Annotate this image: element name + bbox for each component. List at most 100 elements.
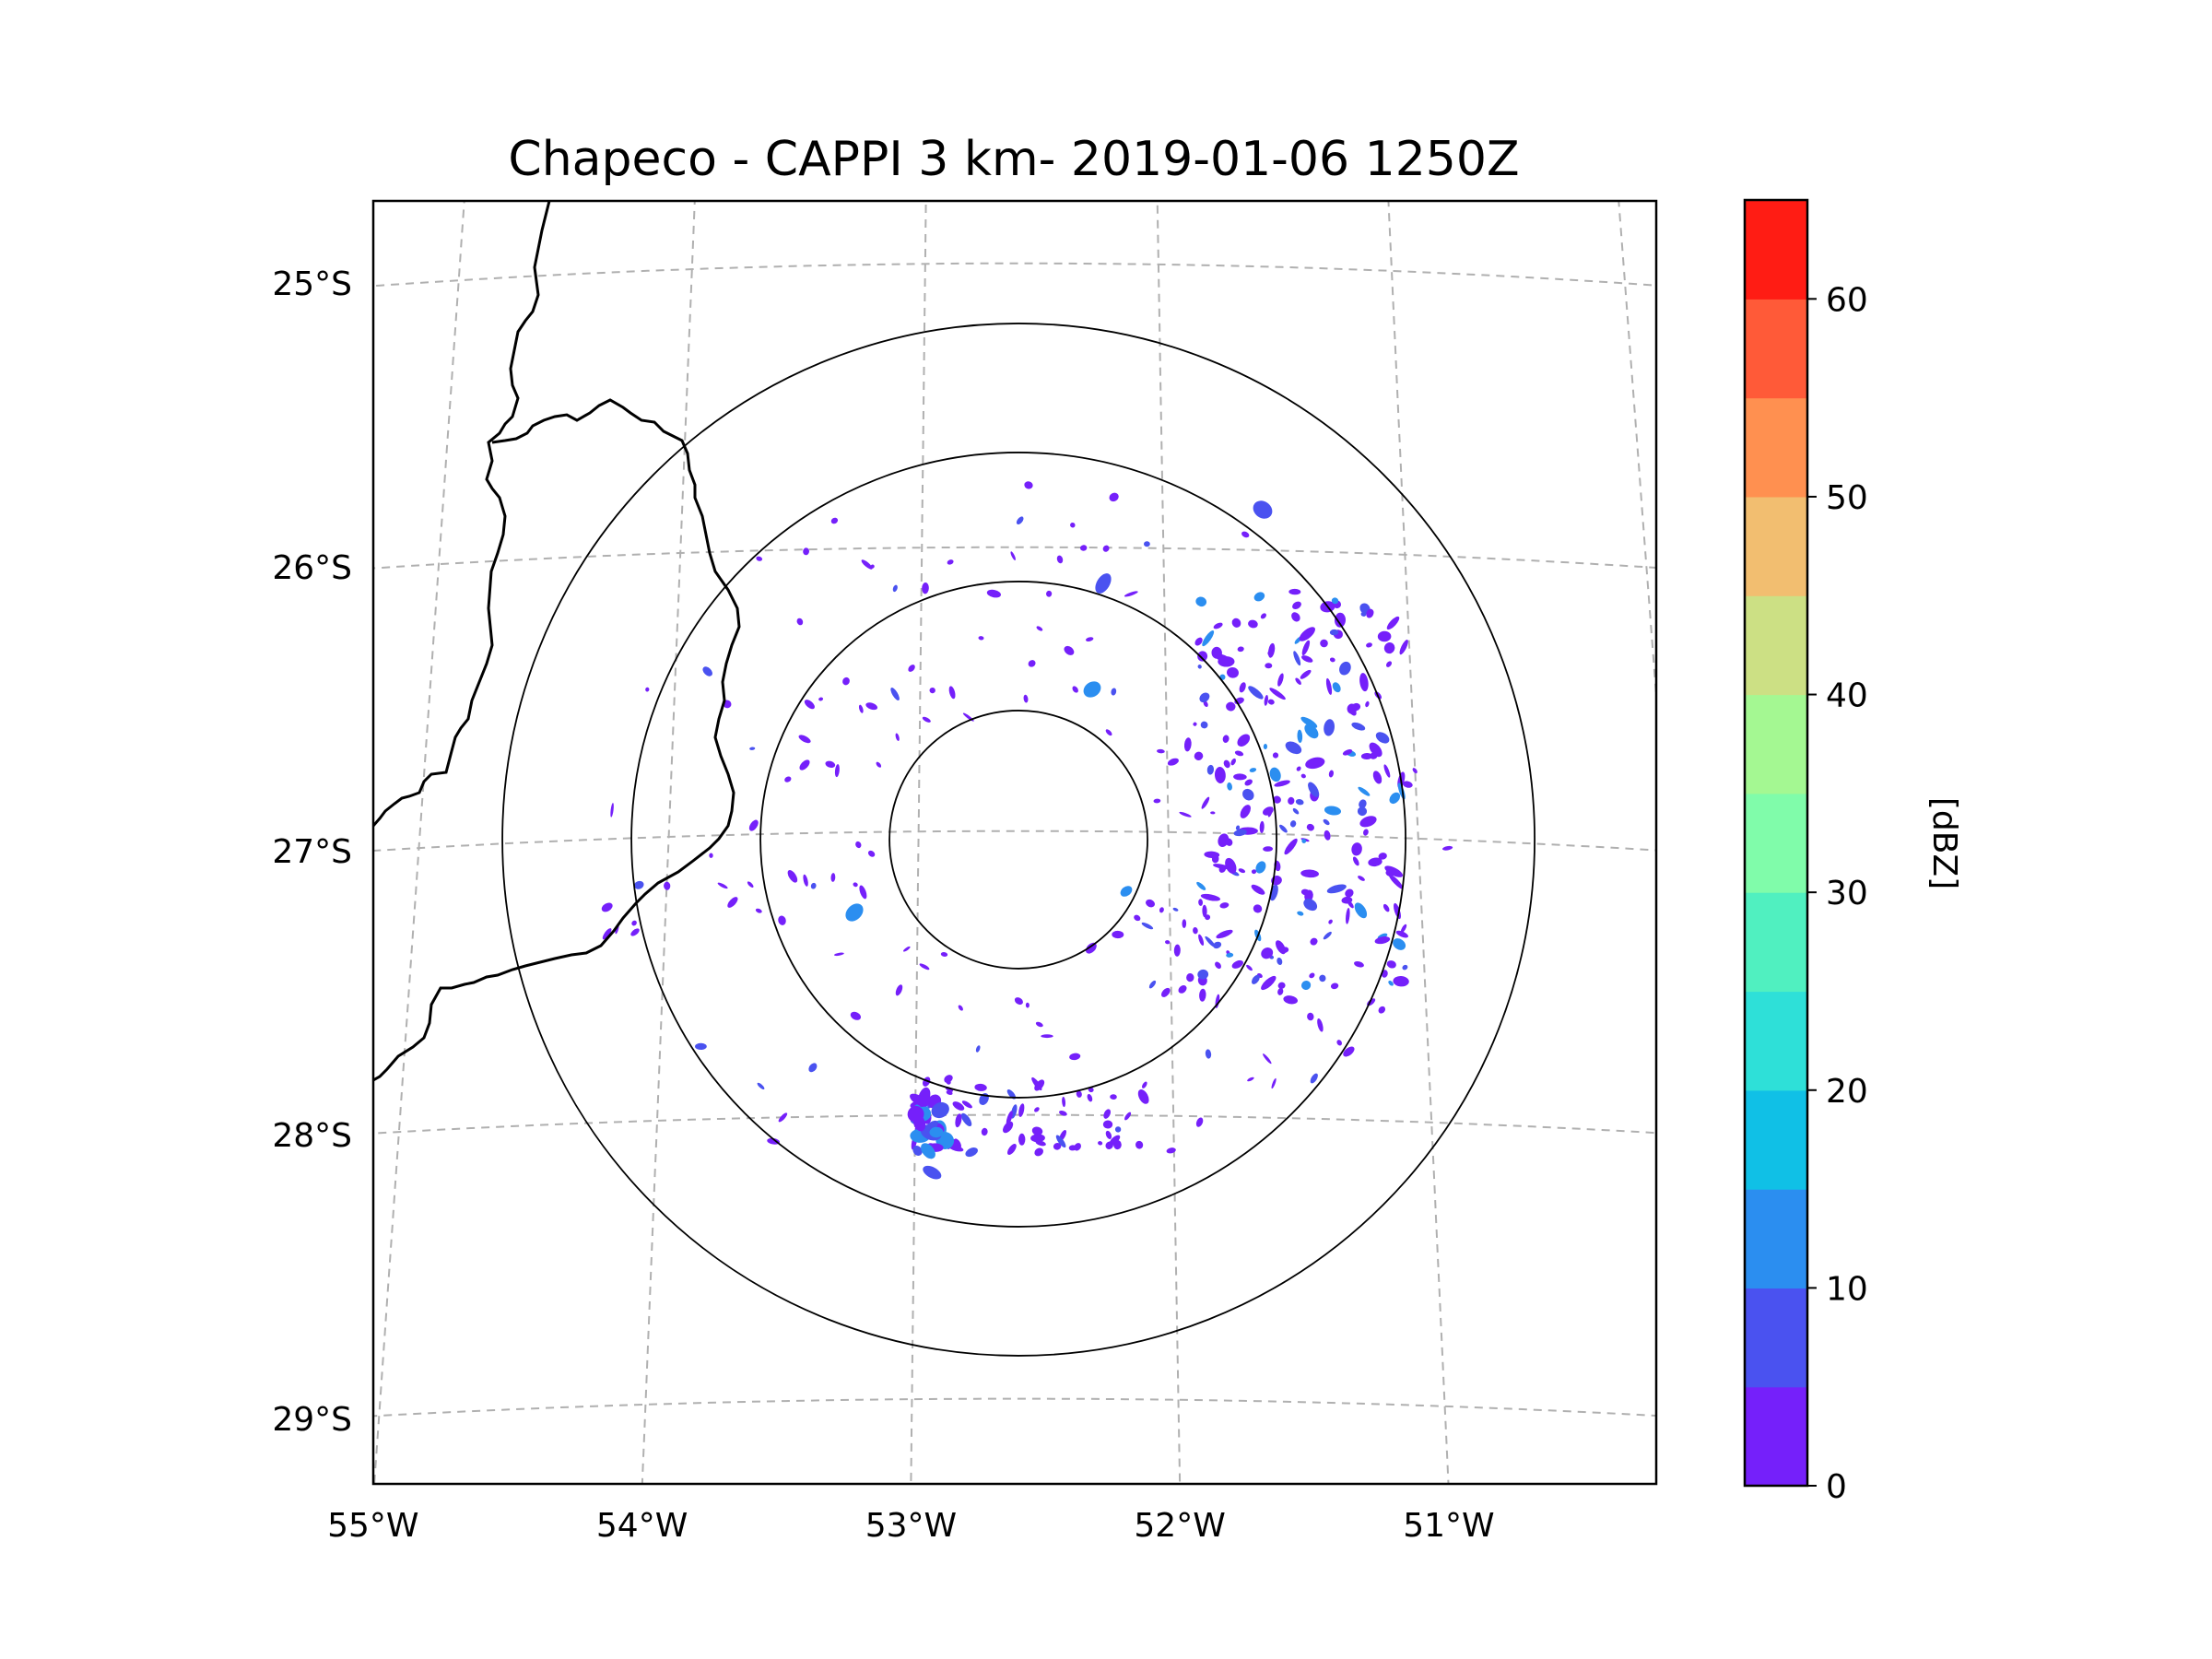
echo-cell bbox=[922, 716, 931, 723]
border-line-east bbox=[373, 398, 741, 1082]
echo-cell bbox=[1219, 902, 1230, 909]
echo-cell bbox=[1203, 700, 1208, 707]
lat-tick-label: 25°S bbox=[272, 265, 352, 303]
colorbar-segment bbox=[1745, 1386, 1807, 1487]
echo-cell bbox=[1124, 591, 1138, 597]
echo-cell bbox=[799, 759, 810, 771]
echo-cell bbox=[1109, 492, 1119, 502]
echo-cell bbox=[845, 903, 864, 922]
echo-cell bbox=[1304, 889, 1313, 902]
echo-cell bbox=[1399, 640, 1408, 655]
colorbar-ticks: 0 10 20 30 40 50 60 bbox=[1807, 281, 1868, 1506]
echo-cell bbox=[1165, 940, 1171, 945]
echo-cell bbox=[1342, 749, 1353, 756]
echo-cell bbox=[1295, 677, 1301, 685]
echo-cell bbox=[1148, 980, 1157, 989]
echo-cell bbox=[1277, 673, 1284, 687]
echo-cell bbox=[1366, 608, 1374, 618]
echo-cell bbox=[702, 666, 712, 677]
echo-cell bbox=[1034, 1079, 1045, 1091]
echo-cell bbox=[1328, 770, 1334, 778]
range-rings bbox=[501, 323, 1535, 1357]
echo-cell bbox=[1182, 919, 1187, 928]
echo-cell bbox=[1330, 982, 1339, 990]
echo-cell bbox=[1320, 639, 1328, 648]
echo-cell bbox=[808, 1063, 818, 1073]
echo-cell bbox=[1253, 904, 1263, 913]
echo-cell bbox=[858, 704, 864, 713]
echo-cell bbox=[1183, 737, 1192, 752]
echo-cell bbox=[1240, 805, 1251, 818]
echo-cell bbox=[757, 1082, 765, 1090]
lat-tick-label: 28°S bbox=[272, 1117, 352, 1155]
echo-cell bbox=[1112, 930, 1124, 939]
echo-cell bbox=[861, 559, 873, 570]
echo-cell bbox=[946, 1090, 953, 1096]
echo-cell bbox=[1193, 927, 1198, 935]
colorbar-tick-label: 40 bbox=[1826, 677, 1868, 715]
echo-cell bbox=[610, 803, 614, 818]
echo-cell bbox=[1307, 1012, 1314, 1021]
echo-cell bbox=[1260, 613, 1266, 619]
echo-cell bbox=[1018, 1133, 1026, 1146]
border-line-north bbox=[373, 201, 551, 827]
echo-cell bbox=[1085, 637, 1094, 641]
echo-cell bbox=[1095, 573, 1112, 594]
echo-cell bbox=[1233, 773, 1247, 781]
echo-cell bbox=[1319, 974, 1326, 982]
echo-cell bbox=[1277, 987, 1284, 995]
echo-cell bbox=[1006, 1111, 1013, 1125]
echo-cell bbox=[1055, 1135, 1066, 1148]
echo-cell bbox=[1111, 688, 1117, 696]
echo-cell bbox=[1014, 997, 1023, 1006]
colorbar-segment bbox=[1745, 1189, 1807, 1288]
echo-cell bbox=[1300, 869, 1319, 878]
echo-cell bbox=[1045, 590, 1053, 597]
echo-cell bbox=[695, 1042, 707, 1050]
echo-cell bbox=[842, 677, 850, 686]
echo-cell bbox=[1034, 1107, 1040, 1112]
lon-gridline bbox=[910, 201, 927, 1484]
echo-cell bbox=[1197, 969, 1209, 980]
colorbar-segment bbox=[1745, 892, 1807, 993]
echo-cell bbox=[974, 1083, 987, 1091]
echo-cell bbox=[1098, 1141, 1103, 1146]
echo-cell bbox=[890, 688, 900, 700]
echo-cell bbox=[1134, 914, 1141, 922]
echo-cell bbox=[1383, 642, 1395, 654]
lat-gridline bbox=[373, 546, 1656, 570]
colorbar-label: [dBZ] bbox=[1925, 797, 1963, 889]
echo-cell bbox=[1172, 907, 1179, 912]
echo-cell bbox=[1354, 902, 1368, 919]
echo-cell bbox=[867, 850, 876, 857]
lat-gridline bbox=[373, 830, 1656, 853]
echo-cell bbox=[784, 776, 792, 782]
echo-cell bbox=[1018, 1103, 1025, 1117]
echo-cell bbox=[756, 556, 763, 561]
echo-cell bbox=[1368, 857, 1382, 867]
echo-cell bbox=[1351, 702, 1361, 712]
echo-cell bbox=[944, 1075, 953, 1083]
colorbar-frame bbox=[1743, 198, 1809, 1488]
echo-cell bbox=[895, 984, 903, 996]
echo-cell bbox=[1146, 899, 1155, 908]
echo-cell bbox=[975, 1045, 981, 1053]
echo-cell bbox=[946, 1079, 951, 1085]
echo-cell bbox=[804, 700, 815, 710]
echo-cell bbox=[1103, 1109, 1112, 1119]
echo-cell bbox=[855, 841, 862, 849]
echo-cell bbox=[645, 687, 650, 692]
echo-cell bbox=[1135, 1140, 1144, 1149]
colorbar-segment bbox=[1745, 595, 1807, 696]
echo-cell bbox=[895, 733, 900, 741]
echo-cell bbox=[1222, 735, 1230, 743]
echo-cell bbox=[1402, 781, 1413, 788]
echo-cell bbox=[1204, 851, 1220, 859]
colorbar-segment bbox=[1745, 299, 1807, 399]
echo-cell bbox=[1339, 661, 1351, 676]
echo-cell bbox=[1297, 729, 1303, 743]
echo-cell bbox=[1225, 857, 1237, 874]
echo-cell bbox=[1035, 1021, 1043, 1028]
echo-cell bbox=[1310, 937, 1318, 946]
colorbar-segment bbox=[1745, 496, 1807, 596]
